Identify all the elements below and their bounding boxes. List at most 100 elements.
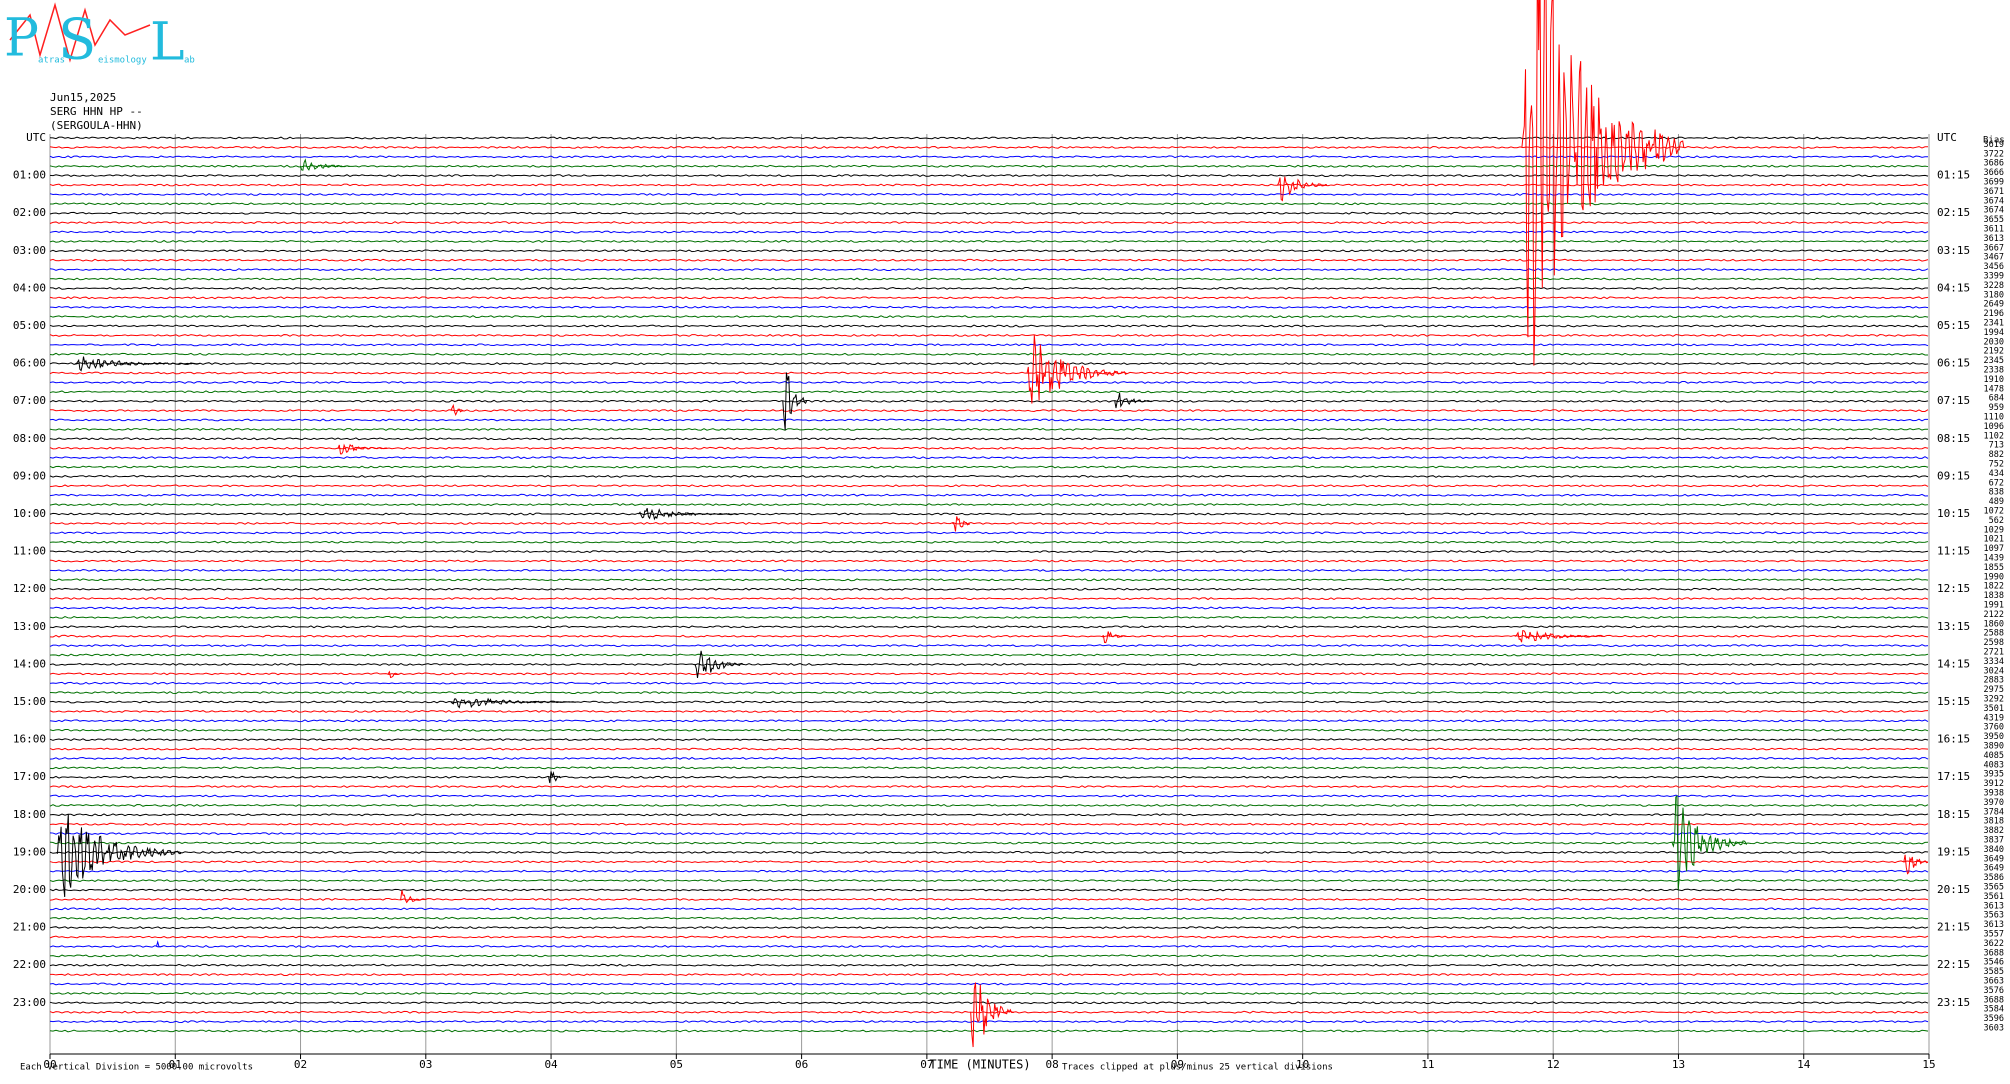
right-hour-label: 01:15 xyxy=(1937,169,1970,182)
trace xyxy=(49,315,1929,319)
trace xyxy=(49,935,1929,939)
seismic-event xyxy=(387,670,401,679)
bias-value: 3655 xyxy=(1984,215,2004,225)
bias-value: 1478 xyxy=(1984,384,2004,394)
bias-value: 3622 xyxy=(1984,939,2004,949)
trace xyxy=(49,568,1929,572)
logo-word: eismology xyxy=(98,56,147,66)
right-hour-label: 15:15 xyxy=(1937,695,1970,708)
trace xyxy=(49,625,1929,629)
bias-value: 3688 xyxy=(1984,948,2004,958)
bias-value: 4085 xyxy=(1984,751,2004,761)
bias-value: 3970 xyxy=(1984,798,2004,808)
trace xyxy=(49,380,1929,384)
bias-value: 3619 xyxy=(1984,140,2004,150)
seismic-event xyxy=(1026,335,1127,404)
right-hour-label: 06:15 xyxy=(1937,357,1970,370)
trace xyxy=(49,296,1929,300)
trace xyxy=(49,813,1929,817)
bias-value: 3674 xyxy=(1984,196,2004,206)
right-hour-label: 03:15 xyxy=(1937,244,1970,257)
bias-value: 489 xyxy=(1989,497,2004,507)
trace xyxy=(49,963,1929,967)
bias-value: 3613 xyxy=(1984,901,2004,911)
bias-value: 959 xyxy=(1989,403,2004,413)
seismic-event xyxy=(951,516,970,532)
trace xyxy=(49,982,1929,986)
trace xyxy=(49,681,1929,685)
bias-value: 672 xyxy=(1989,478,2004,488)
trace xyxy=(49,174,1929,178)
trace xyxy=(49,785,1929,789)
x-tick-label: 02 xyxy=(294,1058,307,1071)
bias-value: 434 xyxy=(1989,469,2004,479)
bias-value: 3546 xyxy=(1984,958,2004,968)
left-hour-label: 20:00 xyxy=(13,883,46,896)
right-hour-label: 08:15 xyxy=(1937,432,1970,445)
bias-value: 3649 xyxy=(1984,854,2004,864)
trace xyxy=(49,991,1929,995)
bias-value: 3611 xyxy=(1984,225,2004,235)
trace xyxy=(49,437,1929,441)
clip-note: Traces clipped at plus/minus 25 vertical… xyxy=(1062,1063,1333,1073)
trace xyxy=(49,1010,1929,1014)
seismic-event xyxy=(1276,176,1327,202)
x-tick-label: 15 xyxy=(1922,1058,1935,1071)
trace xyxy=(49,352,1929,356)
trace xyxy=(49,879,1929,883)
trace xyxy=(49,841,1929,845)
seismic-event xyxy=(1514,629,1604,643)
right-hour-label: 22:15 xyxy=(1937,958,1970,971)
logo-letter: L xyxy=(150,13,185,73)
bias-value: 2345 xyxy=(1984,356,2004,366)
scale-note: Each Vertical Division = 5000.00 microvo… xyxy=(20,1063,253,1073)
trace xyxy=(49,606,1929,610)
bias-value: 3024 xyxy=(1984,666,2004,676)
bias-value: 2721 xyxy=(1984,648,2004,658)
left-hour-label: UTC xyxy=(26,131,46,144)
bias-value: 3938 xyxy=(1984,789,2004,799)
bias-value: 2649 xyxy=(1984,300,2004,310)
right-hour-label: 13:15 xyxy=(1937,620,1970,633)
bias-value: 3784 xyxy=(1984,807,2004,817)
bias-value: 3292 xyxy=(1984,695,2004,705)
right-hour-label: 21:15 xyxy=(1937,921,1970,934)
x-tick-label: 00 xyxy=(43,1058,56,1071)
trace xyxy=(49,484,1929,488)
trace xyxy=(49,644,1929,648)
trace xyxy=(49,427,1929,431)
trace xyxy=(49,672,1929,676)
seismic-event xyxy=(1903,854,1929,875)
right-hour-label: 17:15 xyxy=(1937,770,1970,783)
bias-value: 3666 xyxy=(1984,168,2004,178)
station-name: (SERGOULA-HHN) xyxy=(50,119,143,132)
seismic-event xyxy=(638,508,739,521)
trace xyxy=(49,202,1929,206)
trace xyxy=(49,286,1929,290)
trace xyxy=(49,766,1929,770)
seismic-event xyxy=(337,443,388,455)
seismic-event xyxy=(56,813,182,897)
bias-value: 1097 xyxy=(1984,544,2004,554)
bias-value: 3649 xyxy=(1984,864,2004,874)
trace xyxy=(49,521,1929,525)
date: Jun15,2025 xyxy=(50,91,116,104)
trace xyxy=(49,446,1929,450)
bias-value: 882 xyxy=(1989,450,2004,460)
logo-squiggle xyxy=(9,2,151,63)
left-hour-label: 01:00 xyxy=(13,169,46,182)
trace xyxy=(49,183,1929,187)
right-hour-label: 07:15 xyxy=(1937,394,1970,407)
bias-value: 4083 xyxy=(1984,760,2004,770)
trace xyxy=(49,597,1929,601)
bias-value: 1102 xyxy=(1984,431,2004,441)
seismic-event xyxy=(970,982,1014,1048)
right-hour-label: 18:15 xyxy=(1937,808,1970,821)
bias-value: 1029 xyxy=(1984,525,2004,535)
trace xyxy=(49,794,1929,798)
trace xyxy=(49,691,1929,695)
bias-value: 3674 xyxy=(1984,206,2004,216)
bias-value: 1838 xyxy=(1984,591,2004,601)
left-hour-label: 08:00 xyxy=(13,432,46,445)
left-hour-label: 17:00 xyxy=(13,770,46,783)
